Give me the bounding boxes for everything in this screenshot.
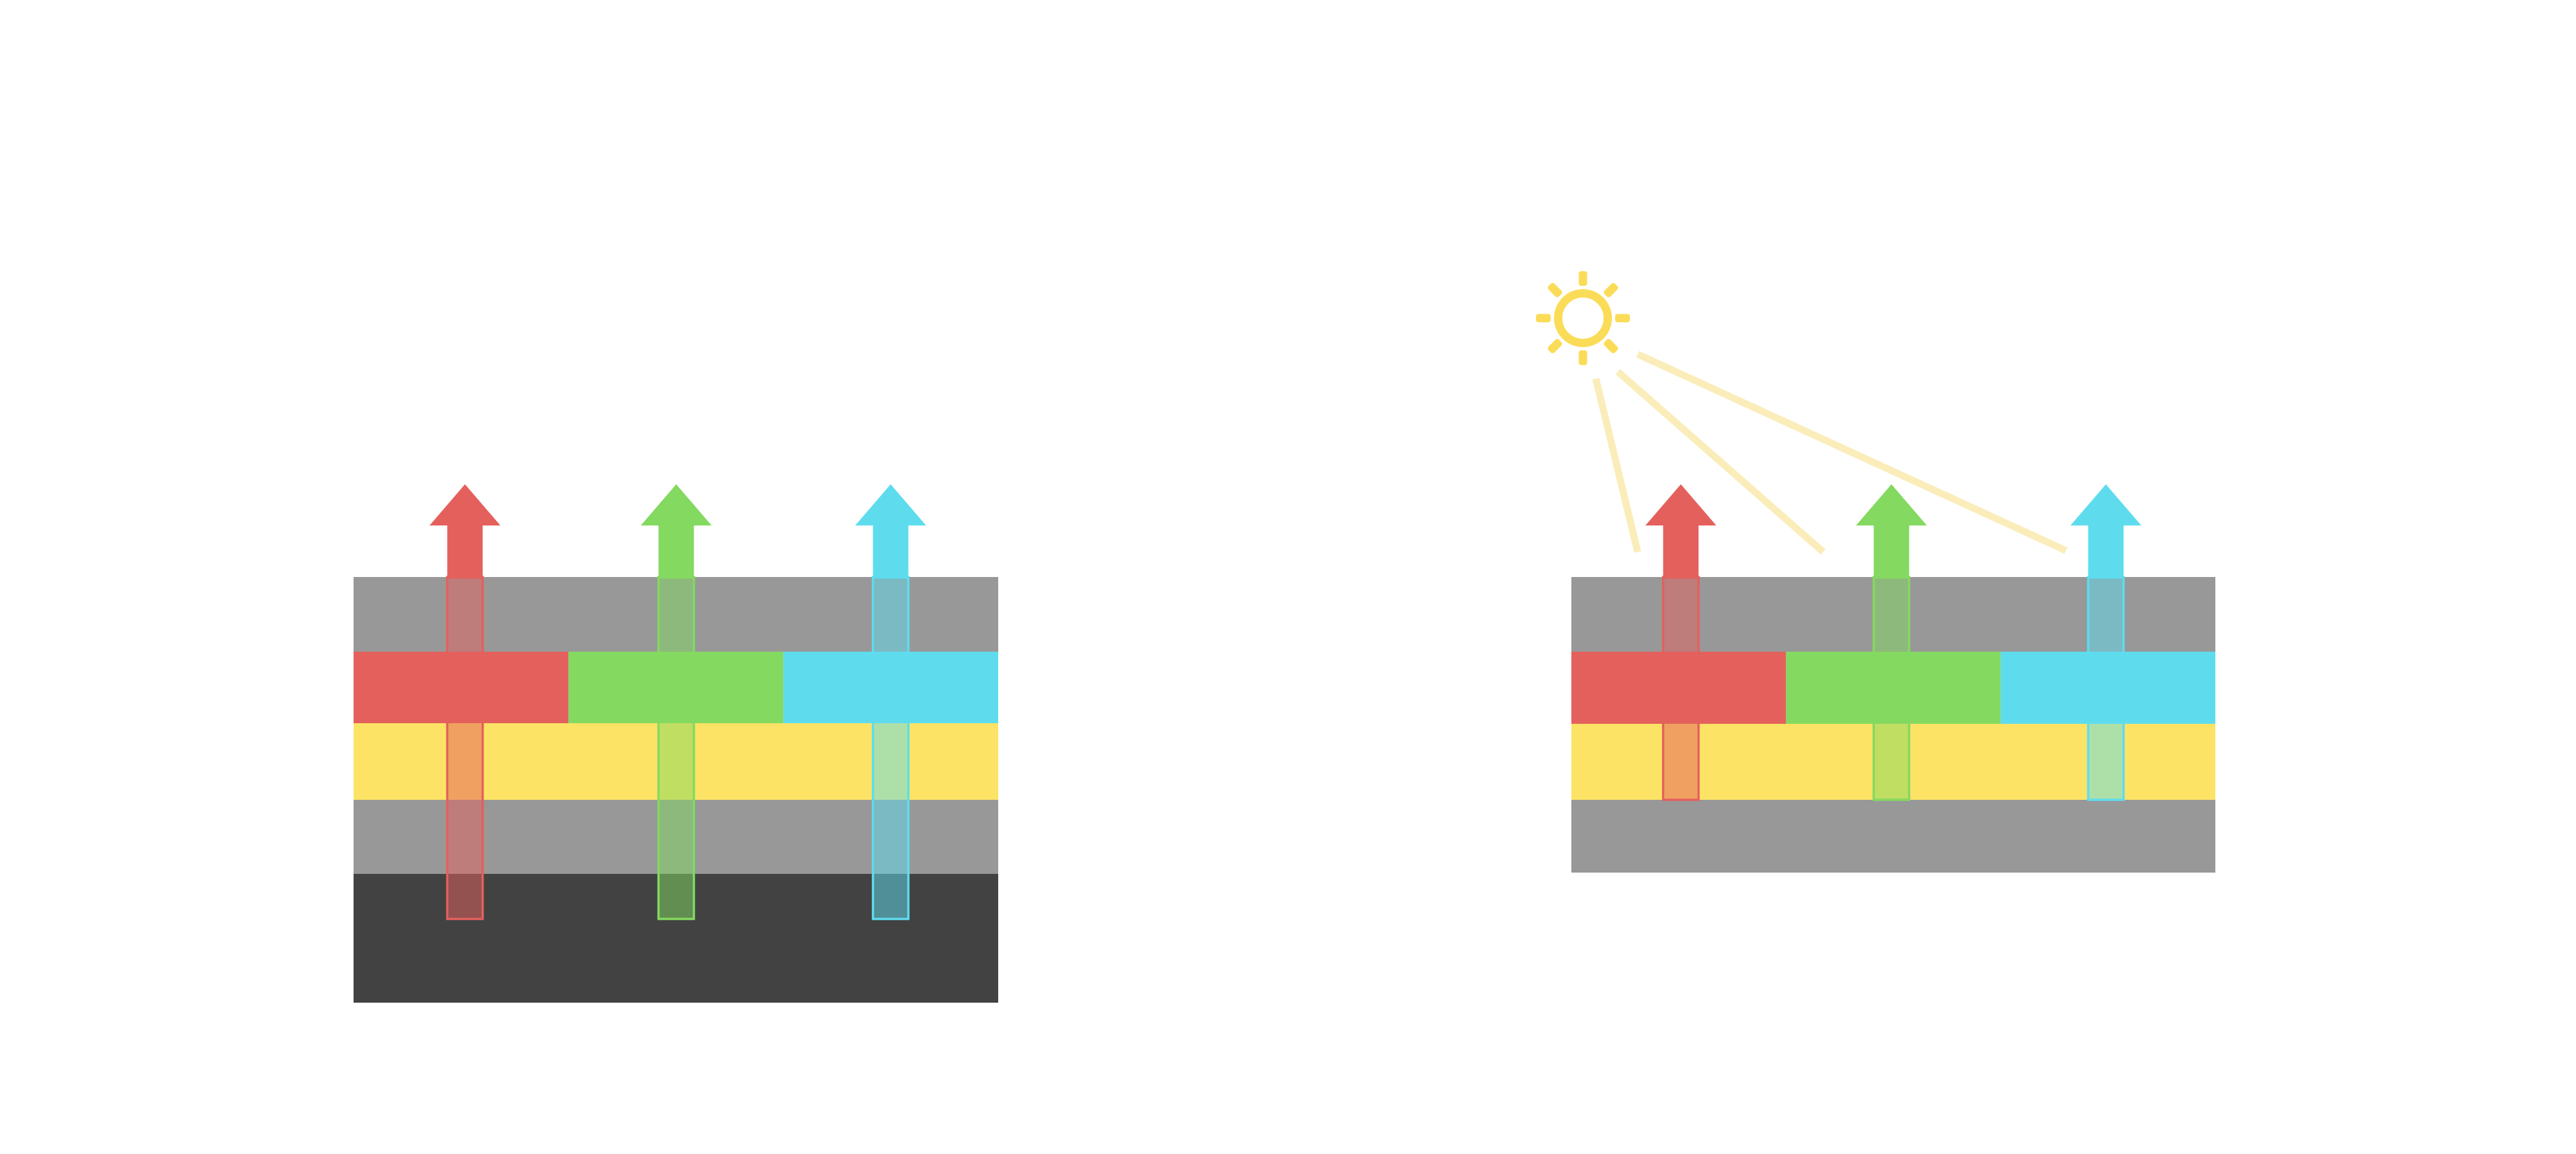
sunbeam-3 [1636, 351, 2068, 554]
backlit-display-green-light-arrow [641, 484, 712, 579]
reflective-display-red-light-shaft [1662, 576, 1700, 801]
sun-core [1554, 289, 1612, 347]
sunbeams [1592, 351, 2068, 555]
reflective-display-layer-bottom-gray [1571, 800, 2215, 873]
reflective-display-cyan-light-arrow [2070, 484, 2141, 579]
sun-ray-8 [1548, 283, 1562, 298]
reflective-display-green-light-shaft [1872, 576, 1911, 801]
backlit-display-cyan-light-shaft [871, 576, 910, 920]
sun-ray-3 [1615, 314, 1630, 323]
reflective-display-panel [1536, 271, 2215, 873]
sunbeam-1 [1592, 377, 1642, 553]
sun-ray-7 [1536, 314, 1551, 323]
sun-ray-5 [1578, 350, 1587, 365]
backlit-display-red-light-arrow [430, 484, 500, 579]
sunbeam-2 [1615, 368, 1826, 555]
reflective-display-cyan-light-shaft [2087, 576, 2125, 801]
sun-ray-1 [1578, 271, 1587, 286]
backlit-display-green-light-shaft [657, 576, 696, 920]
backlit-display-panel [354, 484, 998, 1003]
sun-ray-6 [1548, 339, 1562, 354]
backlit-display-red-light-shaft [446, 576, 484, 920]
backlit-display-cyan-light-arrow [855, 484, 926, 579]
reflective-display-red-light-arrow [1645, 484, 1716, 579]
reflective-display-green-light-arrow [1856, 484, 1927, 579]
sun-ray-4 [1604, 339, 1618, 354]
sun-icon [1536, 271, 1630, 365]
sun-ray-2 [1604, 283, 1618, 298]
